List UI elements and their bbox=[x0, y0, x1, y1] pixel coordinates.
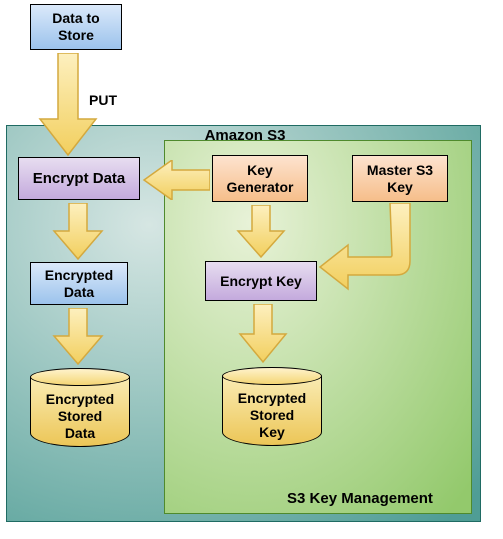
node-encrypted-stored-key: Encrypted Stored Key bbox=[222, 367, 322, 446]
node-encrypt-key: Encrypt Key bbox=[205, 261, 317, 301]
node-master-key-label: Master S3 Key bbox=[367, 162, 433, 196]
node-encrypted-stored-key-label: Encrypted Stored Key bbox=[238, 390, 306, 440]
node-data-to-store: Data to Store bbox=[30, 4, 122, 50]
arrow-encdata-to-encrypted bbox=[52, 203, 104, 261]
node-encrypted-data: Encrypted Data bbox=[30, 262, 128, 305]
put-label: PUT bbox=[89, 92, 117, 108]
node-encrypt-key-label: Encrypt Key bbox=[220, 273, 302, 290]
node-key-generator-label: Key Generator bbox=[227, 162, 294, 196]
arrow-encryptkey-to-storedkey bbox=[238, 304, 288, 364]
node-encrypted-stored-data-label: Encrypted Stored Data bbox=[46, 391, 114, 441]
arrow-keygen-to-encryptkey bbox=[236, 205, 286, 259]
node-key-generator: Key Generator bbox=[212, 155, 308, 202]
node-data-to-store-label: Data to Store bbox=[52, 10, 99, 44]
node-encrypt-data-label: Encrypt Data bbox=[33, 170, 126, 188]
arrow-master-to-encryptkey bbox=[318, 203, 438, 291]
node-encrypted-stored-data: Encrypted Stored Data bbox=[30, 368, 130, 447]
node-encrypt-data: Encrypt Data bbox=[18, 157, 140, 200]
panel-key-title: S3 Key Management bbox=[260, 490, 460, 507]
node-encrypted-data-label: Encrypted Data bbox=[45, 267, 113, 301]
arrow-encrypted-to-stored bbox=[52, 308, 104, 366]
arrow-keygen-to-encryptdata bbox=[142, 160, 210, 200]
node-master-key: Master S3 Key bbox=[352, 155, 448, 202]
